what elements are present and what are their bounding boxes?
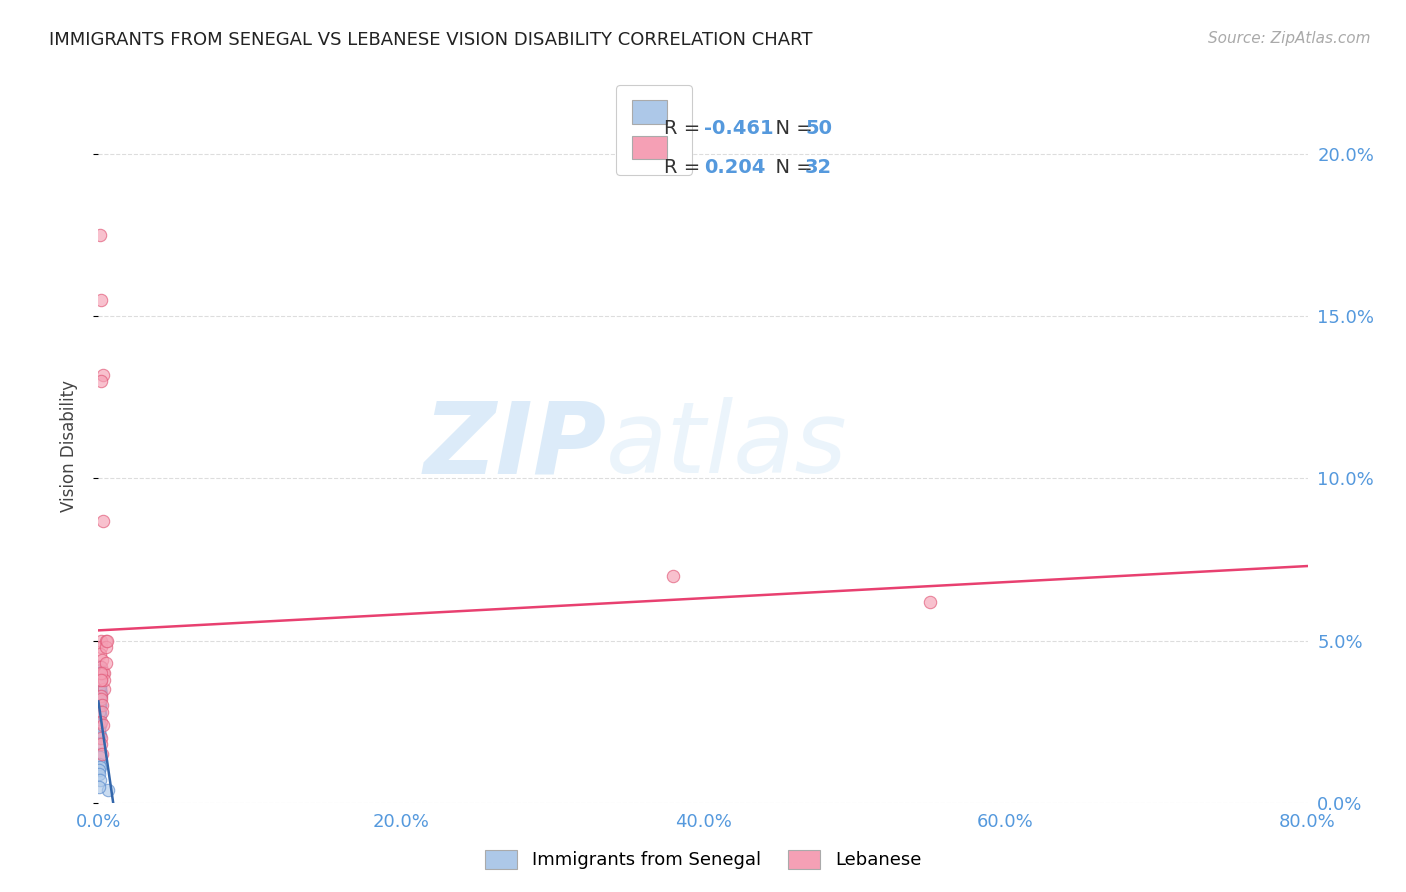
Point [97,782,120,797]
Point [90,692,112,706]
Point [918,595,941,609]
Text: R =: R = [665,159,707,178]
Point [89,673,111,687]
Point [661,568,683,582]
Point [89,718,111,732]
Point [89,738,111,752]
Point [89,698,111,713]
Point [89,659,111,673]
Point [89,228,111,243]
Text: ZIP: ZIP [423,398,606,494]
Point [89,728,111,742]
Point [89,721,111,735]
Point [89,698,111,713]
Point [89,708,111,723]
Text: N =: N = [763,119,818,137]
Point [93,666,115,681]
Point [89,679,111,693]
Point [89,685,111,699]
Point [91,718,114,732]
Point [89,689,111,703]
Point [89,673,111,687]
Point [90,659,112,673]
Point [90,685,112,699]
Point [89,714,111,729]
Point [89,698,111,713]
Point [89,689,111,703]
Point [89,669,111,683]
Point [89,666,111,681]
Point [94,633,117,648]
Point [89,666,111,681]
Point [90,673,112,687]
Point [90,293,112,307]
Point [89,675,111,690]
Point [89,750,111,764]
Point [89,675,111,690]
Point [89,756,111,771]
Legend: Immigrants from Senegal, Lebanese: Immigrants from Senegal, Lebanese [475,841,931,879]
Text: -0.461: -0.461 [704,119,773,137]
Point [90,731,112,745]
Point [91,747,114,761]
Point [89,705,111,719]
Point [91,514,114,528]
Point [89,663,111,677]
Point [89,689,111,703]
Point [90,673,112,687]
Text: 50: 50 [806,119,832,137]
Point [89,698,111,713]
Point [89,766,111,780]
Point [89,682,111,697]
Point [90,738,112,752]
Point [89,675,111,690]
Point [89,773,111,788]
Point [89,692,111,706]
Point [89,673,111,687]
Point [89,698,111,713]
Text: IMMIGRANTS FROM SENEGAL VS LEBANESE VISION DISABILITY CORRELATION CHART: IMMIGRANTS FROM SENEGAL VS LEBANESE VISI… [49,31,813,49]
Y-axis label: Vision Disability: Vision Disability [59,380,77,512]
Point [90,640,112,654]
Point [89,764,111,778]
Point [89,692,111,706]
Point [89,666,111,681]
Text: R =: R = [665,119,707,137]
Point [90,714,112,729]
Legend: , : , [616,85,692,175]
Point [91,653,114,667]
Point [94,657,117,671]
Text: 0.204: 0.204 [704,159,765,178]
Text: Source: ZipAtlas.com: Source: ZipAtlas.com [1208,31,1371,46]
Point [89,760,111,774]
Point [90,374,112,388]
Point [90,689,112,703]
Point [89,724,111,739]
Point [91,698,114,713]
Text: 32: 32 [806,159,832,178]
Point [94,640,117,654]
Point [89,647,111,661]
Point [89,747,111,761]
Point [96,633,118,648]
Point [89,705,111,719]
Point [91,705,114,719]
Point [89,689,111,703]
Point [89,673,111,687]
Point [87,780,110,794]
Point [91,368,114,382]
Point [89,682,111,697]
Point [89,679,111,693]
Point [93,673,115,687]
Text: atlas: atlas [606,398,848,494]
Point [90,633,112,648]
Point [89,679,111,693]
Point [93,682,115,697]
Text: N =: N = [763,159,818,178]
Point [89,731,111,745]
Point [91,666,114,681]
Point [90,666,112,681]
